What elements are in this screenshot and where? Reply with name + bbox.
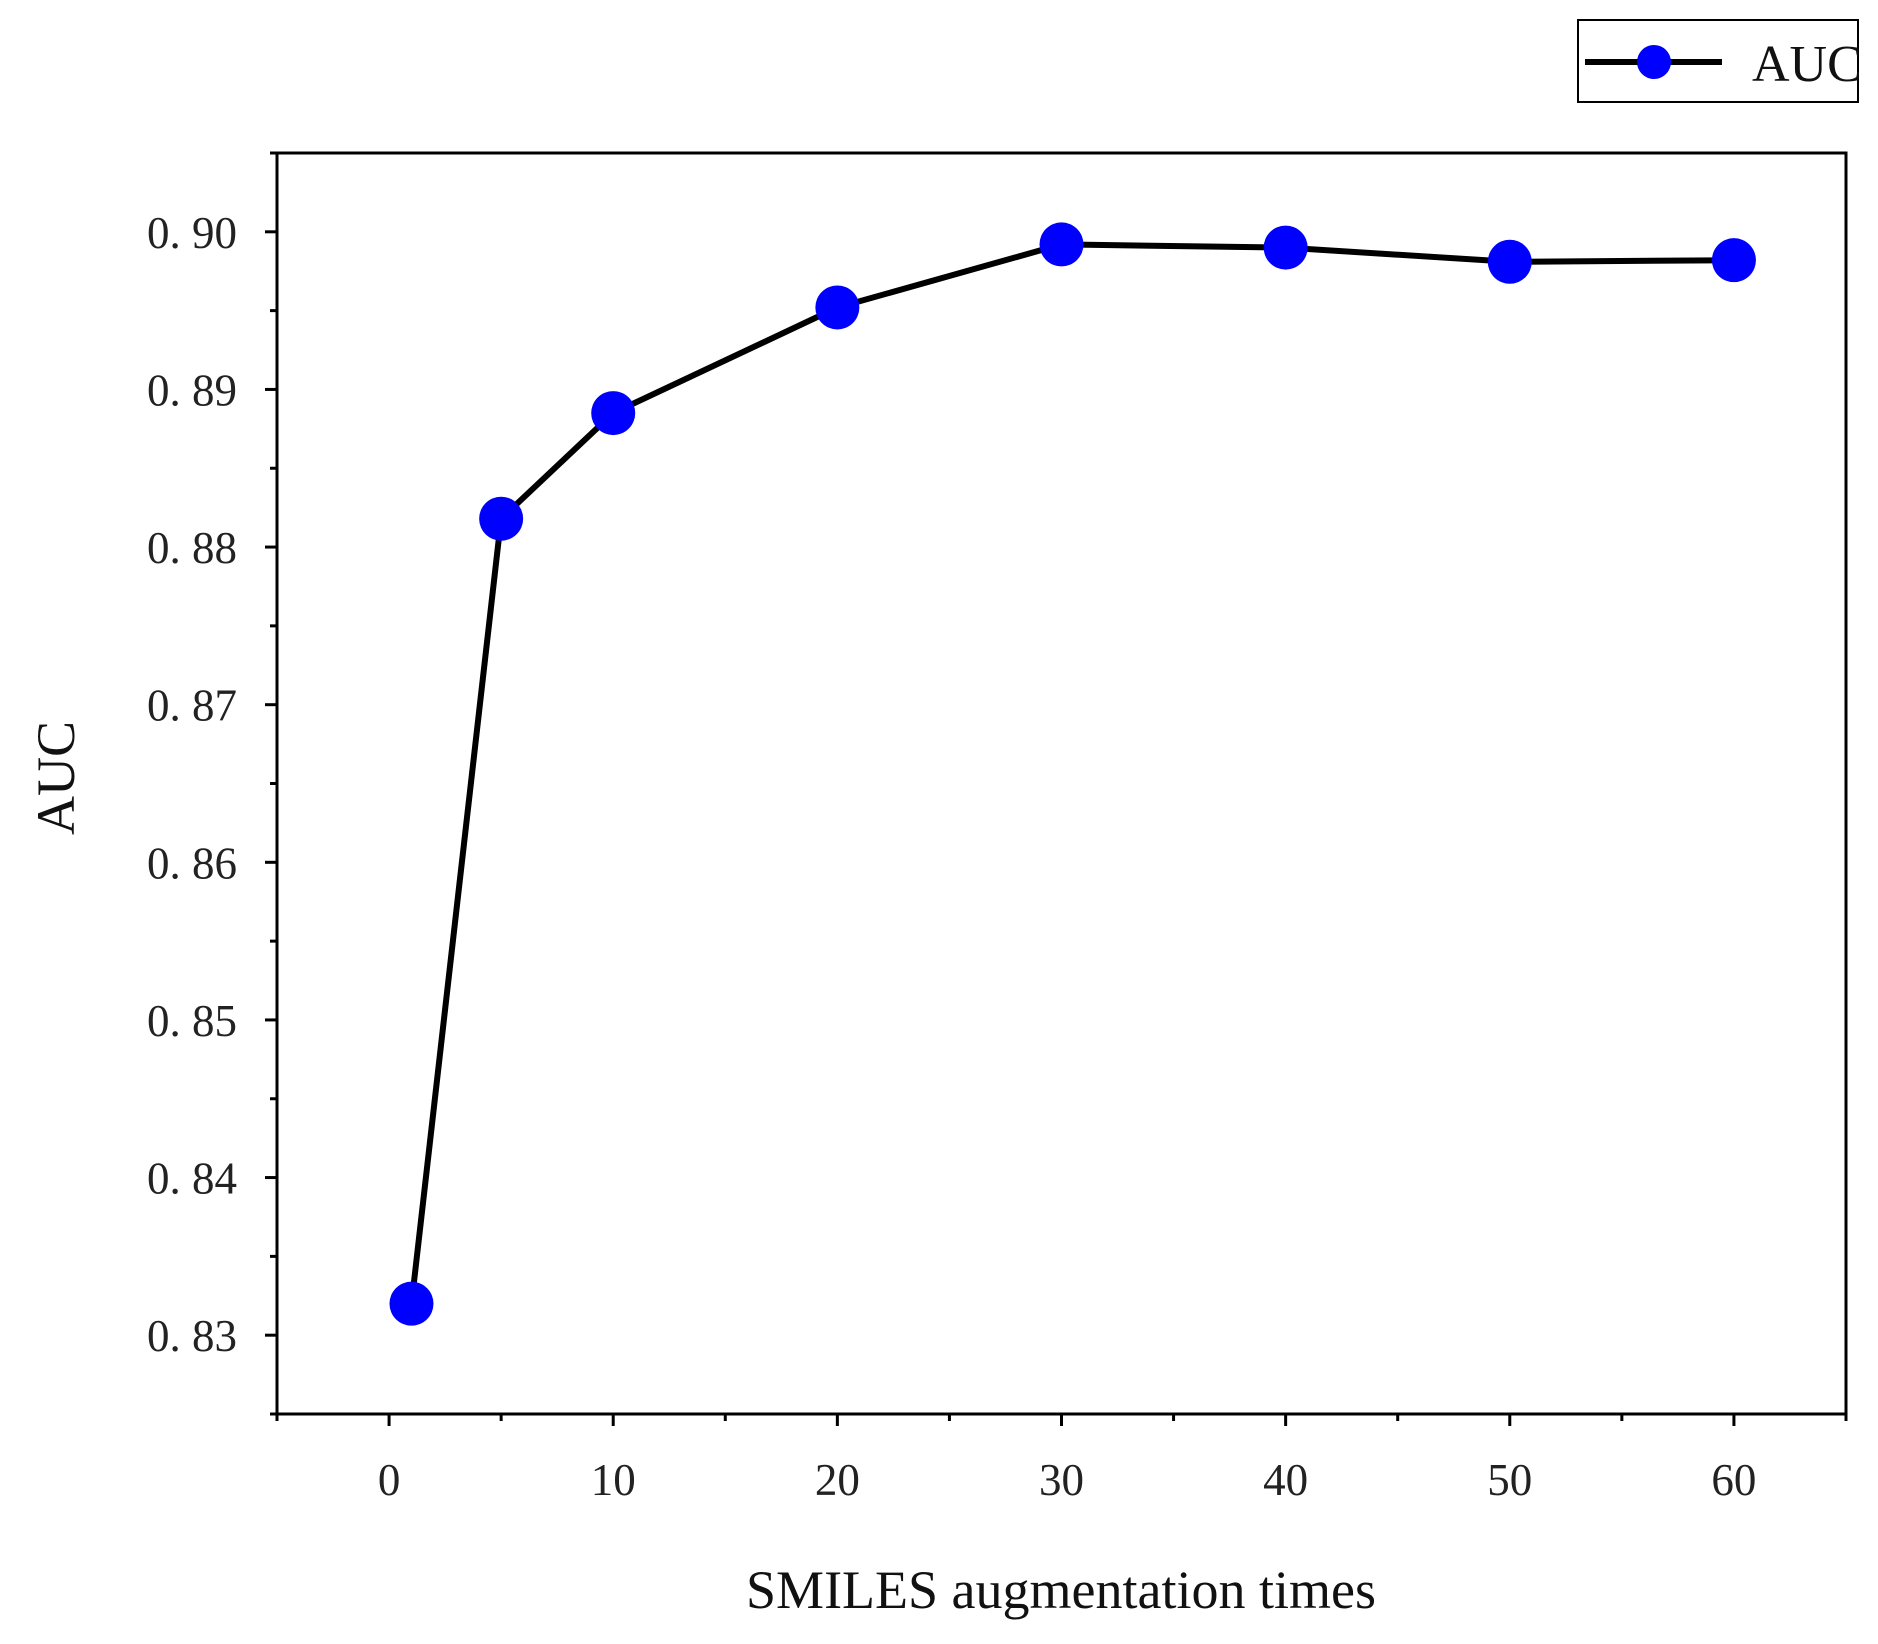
legend-label: AUC <box>1752 36 1862 93</box>
y-tick-label: 0. 88 <box>147 523 237 573</box>
y-tick-label: 0. 85 <box>147 996 237 1046</box>
data-point <box>1487 239 1532 284</box>
x-tick-label: 40 <box>1263 1455 1308 1505</box>
y-tick-label: 0. 89 <box>147 365 237 415</box>
y-tick-label: 0. 90 <box>147 208 237 258</box>
x-tick-label: 10 <box>591 1455 636 1505</box>
data-point <box>1711 238 1756 283</box>
x-tick-label: 50 <box>1487 1455 1532 1505</box>
series-layer <box>389 222 1756 1326</box>
data-point <box>1263 225 1308 270</box>
x-tick-label: 30 <box>1039 1455 1084 1505</box>
x-tick-label: 20 <box>815 1455 860 1505</box>
data-point <box>389 1281 434 1326</box>
y-axis-ticks: 0. 83 0. 84 0. 85 0. 86 0. 87 0. 88 0. 89 0. 90 <box>147 151 277 1416</box>
y-axis-title: AUC <box>26 721 86 835</box>
y-tick-label: 0. 83 <box>147 1311 237 1361</box>
data-point <box>1039 222 1084 267</box>
legend: AUC <box>1577 19 1862 103</box>
data-point <box>479 496 524 541</box>
x-axis-ticks: 0 10 20 30 40 50 60 <box>275 1414 1848 1505</box>
legend-marker <box>1637 45 1671 79</box>
x-tick-label: 60 <box>1711 1455 1756 1505</box>
x-axis-title: SMILES augmentation times <box>746 1560 1376 1620</box>
x-tick-label: 0 <box>378 1455 401 1505</box>
y-tick-label: 0. 86 <box>147 838 237 888</box>
y-tick-label: 0. 87 <box>147 681 237 731</box>
series-line <box>408 241 1734 1305</box>
data-point <box>591 391 636 436</box>
plot-frame <box>275 151 1848 1416</box>
data-point <box>815 285 860 330</box>
y-tick-label: 0. 84 <box>147 1154 237 1204</box>
